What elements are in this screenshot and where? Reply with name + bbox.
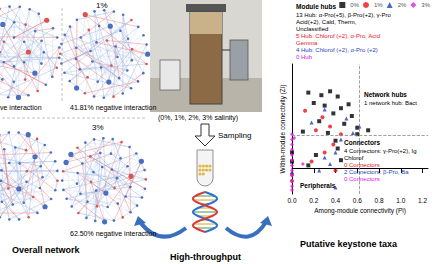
html-text:Connectors: Connectors	[344, 139, 381, 146]
html-text:(0%, 1%, 2%, 3% salinity): (0%, 1%, 2%, 3% salinity)	[158, 114, 239, 121]
html-text:62.50% negative interaction: 62.50% negative interaction	[70, 230, 157, 237]
html-text:Network hubs: Network hubs	[364, 91, 407, 98]
svg-text:0.0: 0.0	[287, 197, 296, 204]
html-text:Peripherals: Peripherals	[300, 182, 336, 189]
html-text:Gemma: Gemma	[296, 40, 318, 46]
html-text:Module hubs: Module hubs	[296, 3, 337, 10]
html-text:13 Hub: α-Pro(+5), β-Pro(+2),: 13 Hub: α-Pro(+5), β-Pro(+2), γ-Pro	[296, 12, 391, 18]
html-text:3%: 3%	[92, 123, 104, 132]
svg-text:3%: 3%	[421, 2, 430, 8]
svg-text:1.0: 1.0	[396, 197, 405, 204]
html-text:High-throughput: High-throughput	[170, 252, 241, 262]
html-text:Unclassified: Unclassified	[296, 26, 329, 32]
svg-text:0.6: 0.6	[353, 197, 362, 204]
html-text:0 Hub: 0 Hub	[296, 54, 312, 60]
svg-text:0.8: 0.8	[375, 197, 384, 204]
html-text:4 Connectors: γ-Pro(+2), Ig: 4 Connectors: γ-Pro(+2), Ig	[344, 148, 417, 154]
html-text:Sampling: Sampling	[218, 131, 252, 140]
svg-text:1%: 1%	[374, 2, 383, 8]
html-text:41.81% negative interaction: 41.81% negative interaction	[70, 104, 157, 111]
svg-text:2%: 2%	[398, 2, 407, 8]
html-text:2 Connectors: β-Pro, Ba: 2 Connectors: β-Pro, Ba	[344, 169, 409, 175]
html-text:Chlorof: Chlorof	[344, 155, 364, 161]
svg-text:0%: 0%	[350, 2, 359, 8]
html-text:ve interaction: ve interaction	[0, 104, 42, 111]
html-text:0 Connectors: 0 Connectors	[344, 162, 380, 168]
html-text:Putative keystone taxa: Putative keystone taxa	[300, 239, 397, 249]
html-text:5 Hub: Chlorof (+2), α-Pro, Ac: 5 Hub: Chlorof (+2), α-Pro, Acid	[296, 33, 380, 39]
html-text:Acid(+2), Cald, Therm,: Acid(+2), Cald, Therm,	[296, 19, 357, 25]
html-text:4 Hub: Chlorof (+2), α-Pro (+2: 4 Hub: Chlorof (+2), α-Pro (+2)	[296, 47, 378, 53]
html-text:0 Connectors: 0 Connectors	[344, 176, 380, 182]
html-text:1%: 1%	[96, 1, 108, 10]
svg-text:Among-module connectivity (Pi): Among-module connectivity (Pi)	[314, 207, 406, 215]
html-text:Overall network: Overall network	[12, 245, 80, 255]
svg-text:0.2: 0.2	[309, 197, 318, 204]
svg-text:0.4: 0.4	[331, 197, 340, 204]
svg-text:Within-module connectivity (Zi: Within-module connectivity (Zi)	[279, 85, 287, 174]
html-text:1 network hub: Bact: 1 network hub: Bact	[364, 100, 417, 106]
svg-text:1.2: 1.2	[418, 197, 427, 204]
